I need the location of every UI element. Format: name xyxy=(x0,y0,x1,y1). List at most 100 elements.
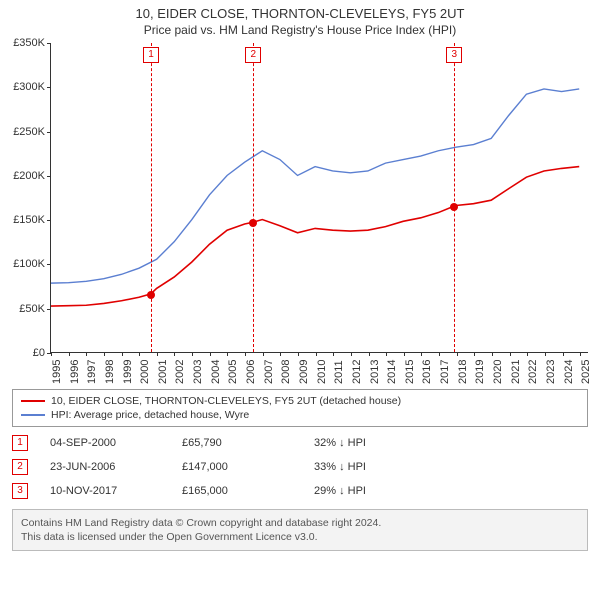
chart: £0£50K£100K£150K£200K£250K£300K£350K1995… xyxy=(50,43,588,383)
x-tick-mark xyxy=(280,352,281,356)
x-tick-label: 2016 xyxy=(421,360,433,384)
event-date: 04-SEP-2000 xyxy=(50,437,160,449)
x-tick-mark xyxy=(263,352,264,356)
sale-marker-line xyxy=(454,43,455,352)
x-tick-mark xyxy=(563,352,564,356)
events-table: 104-SEP-2000£65,79032% ↓ HPI223-JUN-2006… xyxy=(12,431,588,503)
x-tick-label: 2012 xyxy=(351,360,363,384)
event-index-box: 1 xyxy=(12,435,28,451)
legend-label: 10, EIDER CLOSE, THORNTON-CLEVELEYS, FY5… xyxy=(51,395,401,407)
x-tick-mark xyxy=(122,352,123,356)
y-tick-mark xyxy=(47,87,51,88)
x-tick-mark xyxy=(527,352,528,356)
x-tick-label: 2011 xyxy=(333,360,345,384)
event-row: 3 10-NOV-2017 £165,000 29% ↓ HPI xyxy=(12,479,588,503)
y-tick-mark xyxy=(47,220,51,221)
x-tick-mark xyxy=(545,352,546,356)
event-date: 10-NOV-2017 xyxy=(50,485,160,497)
sale-marker-dot xyxy=(147,291,155,299)
x-tick-label: 1997 xyxy=(86,360,98,384)
event-price: £147,000 xyxy=(182,461,292,473)
x-tick-label: 2005 xyxy=(227,360,239,384)
x-tick-label: 2000 xyxy=(139,360,151,384)
x-tick-mark xyxy=(210,352,211,356)
event-delta: 33% ↓ HPI xyxy=(314,461,424,473)
x-tick-mark xyxy=(139,352,140,356)
x-tick-mark xyxy=(369,352,370,356)
license-footer: Contains HM Land Registry data © Crown c… xyxy=(12,509,588,551)
legend-item: HPI: Average price, detached house, Wyre xyxy=(21,408,579,422)
series-hpi xyxy=(51,89,579,283)
x-tick-label: 2013 xyxy=(369,360,381,384)
x-tick-mark xyxy=(69,352,70,356)
event-price: £65,790 xyxy=(182,437,292,449)
x-tick-label: 2008 xyxy=(280,360,292,384)
sale-marker-dot xyxy=(450,203,458,211)
x-tick-label: 2018 xyxy=(457,360,469,384)
y-tick-label: £150K xyxy=(1,214,45,226)
x-tick-mark xyxy=(104,352,105,356)
legend: 10, EIDER CLOSE, THORNTON-CLEVELEYS, FY5… xyxy=(12,389,588,427)
title-block: 10, EIDER CLOSE, THORNTON-CLEVELEYS, FY5… xyxy=(0,0,600,39)
x-tick-mark xyxy=(227,352,228,356)
x-tick-label: 2003 xyxy=(192,360,204,384)
y-tick-mark xyxy=(47,264,51,265)
y-tick-label: £100K xyxy=(1,258,45,270)
sale-marker-box: 3 xyxy=(446,47,462,63)
legend-label: HPI: Average price, detached house, Wyre xyxy=(51,409,249,421)
x-tick-label: 2015 xyxy=(404,360,416,384)
x-tick-label: 2024 xyxy=(563,360,575,384)
x-tick-mark xyxy=(580,352,581,356)
x-tick-mark xyxy=(157,352,158,356)
x-tick-label: 2020 xyxy=(492,360,504,384)
plot-area: £0£50K£100K£150K£200K£250K£300K£350K1995… xyxy=(50,43,588,353)
y-tick-label: £50K xyxy=(1,303,45,315)
title-line-1: 10, EIDER CLOSE, THORNTON-CLEVELEYS, FY5… xyxy=(8,6,592,21)
y-tick-label: £350K xyxy=(1,37,45,49)
y-tick-mark xyxy=(47,176,51,177)
y-tick-label: £0 xyxy=(1,347,45,359)
event-index-box: 2 xyxy=(12,459,28,475)
title-line-2: Price paid vs. HM Land Registry's House … xyxy=(8,23,592,37)
y-tick-label: £300K xyxy=(1,81,45,93)
x-tick-label: 2002 xyxy=(174,360,186,384)
x-tick-mark xyxy=(174,352,175,356)
x-tick-label: 2022 xyxy=(527,360,539,384)
x-tick-label: 2010 xyxy=(316,360,328,384)
x-tick-mark xyxy=(51,352,52,356)
x-tick-label: 1998 xyxy=(104,360,116,384)
event-index-box: 3 xyxy=(12,483,28,499)
event-row: 1 04-SEP-2000 £65,790 32% ↓ HPI xyxy=(12,431,588,455)
event-delta: 29% ↓ HPI xyxy=(314,485,424,497)
figure: 10, EIDER CLOSE, THORNTON-CLEVELEYS, FY5… xyxy=(0,0,600,590)
x-tick-mark xyxy=(333,352,334,356)
sale-marker-line xyxy=(151,43,152,352)
x-tick-label: 2019 xyxy=(474,360,486,384)
x-tick-mark xyxy=(474,352,475,356)
line-layer xyxy=(51,43,588,352)
x-tick-label: 2006 xyxy=(245,360,257,384)
event-row: 223-JUN-2006£147,00033% ↓ HPI xyxy=(12,455,588,479)
legend-swatch xyxy=(21,400,45,402)
x-tick-label: 2014 xyxy=(386,360,398,384)
event-delta: 32% ↓ HPI xyxy=(314,437,424,449)
x-tick-mark xyxy=(439,352,440,356)
y-tick-mark xyxy=(47,132,51,133)
x-tick-mark xyxy=(351,352,352,356)
y-tick-label: £250K xyxy=(1,126,45,138)
sale-marker-line xyxy=(253,43,254,352)
x-tick-mark xyxy=(386,352,387,356)
event-price: £165,000 xyxy=(182,485,292,497)
legend-swatch xyxy=(21,414,45,416)
x-tick-label: 1999 xyxy=(122,360,134,384)
sale-marker-dot xyxy=(249,219,257,227)
x-tick-mark xyxy=(404,352,405,356)
x-tick-label: 2017 xyxy=(439,360,451,384)
x-tick-label: 2023 xyxy=(545,360,557,384)
x-tick-mark xyxy=(510,352,511,356)
x-tick-label: 1996 xyxy=(69,360,81,384)
x-tick-mark xyxy=(86,352,87,356)
footer-line-1: Contains HM Land Registry data © Crown c… xyxy=(21,516,579,530)
footer-line-2: This data is licensed under the Open Gov… xyxy=(21,530,579,544)
x-tick-mark xyxy=(457,352,458,356)
